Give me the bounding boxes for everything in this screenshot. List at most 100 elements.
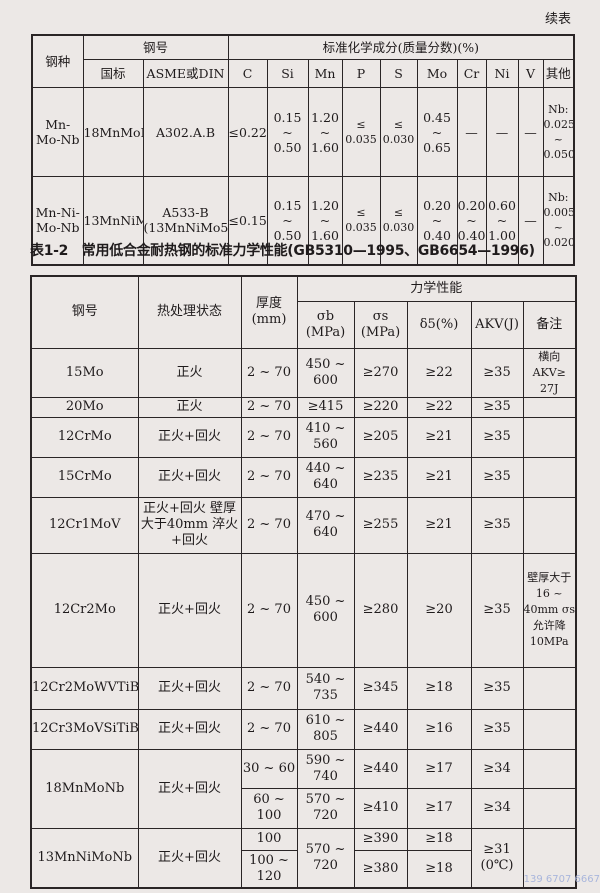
composition-table: 钢种 钢号 标准化学成分(质量分数)(%) 国标 ASME或DIN C Si M… [31, 34, 576, 266]
header-grade-type: 钢种 [31, 34, 84, 88]
cell-remark [522, 787, 577, 829]
cell-sigma-s: ≥410 [353, 787, 408, 829]
cell-akv: ≥31 (0℃) [470, 827, 524, 889]
cell-cr: — [456, 87, 487, 177]
cell-remark: 横向 AKV≥ 27J [522, 347, 577, 398]
table-row: 13MnNiMoNb 正火+回火 100 570 ~ 720 ≥390 ≥18 … [30, 827, 577, 889]
cell-thickness: 2 ~ 70 [240, 708, 298, 750]
cell-remark [522, 748, 577, 789]
cell-national: 18MnMoNb [82, 87, 144, 177]
cell-thickness: 30 ~ 60 [240, 748, 298, 789]
cell-steel: 15CrMo [30, 456, 139, 498]
cell-steel: 18MnMoNb [30, 748, 139, 829]
cell-mn: 1.20 ~ 1.60 [307, 87, 343, 177]
cell-thickness: 100 ~ 120 [240, 849, 298, 889]
table-row: 12Cr1MoV 正火+回火 壁厚大于40mm 淬火+回火 2 ~ 70 470 ~ … [30, 496, 577, 554]
cell-sigma-b: 450 ~ 600 [296, 552, 355, 668]
cell-akv: ≥35 [470, 666, 524, 710]
cell-delta: ≥20 [406, 552, 472, 668]
cell-sigma-b: ≥415 [296, 396, 355, 418]
cell-delta: ≥17 [406, 787, 472, 829]
cell-steel: 12CrMo [30, 416, 139, 458]
header-remark: 备注 [522, 300, 577, 349]
continued-label: 续表 [545, 12, 572, 27]
header-mechanical: 力学性能 [296, 275, 577, 302]
cell-delta: ≥22 [406, 347, 472, 398]
cell-sigma-b: 590 ~ 740 [296, 748, 355, 789]
cell-c: ≤0.22 [227, 87, 268, 177]
cell-delta: ≥21 [406, 456, 472, 498]
cell-thickness: 60 ~ 100 [240, 787, 298, 829]
cell-asme: A302.A.B [142, 87, 229, 177]
cell-sigma-s: ≥380 [353, 849, 408, 889]
cell-akv: ≥34 [470, 787, 524, 829]
cell-steel: 13MnNiMoNb [30, 827, 139, 889]
cell-type: Mn-Mo-Nb [31, 87, 84, 177]
cell-steel: 20Mo [30, 396, 139, 418]
cell-remark [522, 708, 577, 750]
cell-sigma-b: 450 ~ 600 [296, 347, 355, 398]
cell-sigma-s: ≥205 [353, 416, 408, 458]
cell-akv: ≥35 [470, 708, 524, 750]
cell-thickness: 2 ~ 70 [240, 666, 298, 710]
cell-sigma-s: ≥345 [353, 666, 408, 710]
cell-sigma-s: ≥255 [353, 496, 408, 554]
header-sigma-b: σb (MPa) [296, 300, 355, 349]
cell-sigma-b: 440 ~ 640 [296, 456, 355, 498]
cell-delta: ≥17 [406, 748, 472, 789]
cell-delta: ≥21 [406, 416, 472, 458]
cell-si: 0.15 ~ 0.50 [266, 87, 309, 177]
cell-sigma-b: 610 ~ 805 [296, 708, 355, 750]
cell-heat-treatment: 正火 [137, 396, 242, 418]
table-row: 20Mo 正火 2 ~ 70 ≥415 ≥220 ≥22 ≥35 [30, 396, 577, 418]
header-mn: Mn [307, 59, 343, 88]
cell-thickness: 2 ~ 70 [240, 347, 298, 398]
cell-sigma-s: ≥220 [353, 396, 408, 418]
cell-p: ≤ 0.035 [341, 176, 381, 265]
cell-akv: ≥35 [470, 496, 524, 554]
table-row: 15CrMo 正火+回火 2 ~ 70 440 ~ 640 ≥235 ≥21 ≥35 [30, 456, 577, 498]
cell-other: Nb: 0.005 ~ 0.020 [542, 176, 575, 265]
header-steel-no: 钢号 [82, 34, 229, 60]
table-row: 15Mo 正火 2 ~ 70 450 ~ 600 ≥270 ≥22 ≥35 横向 AKV≥ 2… [30, 347, 577, 398]
header-delta: δ5(%) [406, 300, 472, 349]
cell-heat-treatment: 正火+回火 [137, 416, 242, 458]
cell-delta: ≥18 [406, 666, 472, 710]
cell-akv: ≥35 [470, 456, 524, 498]
header-v: V [517, 59, 544, 88]
header-c: C [227, 59, 268, 88]
cell-thickness: 2 ~ 70 [240, 456, 298, 498]
cell-steel: 12Cr3MoVSiTiB [30, 708, 139, 750]
cell-sigma-b: 570 ~ 720 [296, 787, 355, 829]
cell-heat-treatment: 正火+回火 [137, 666, 242, 710]
table-row: 60 ~ 100 570 ~ 720 ≥410 ≥17 ≥34 [31, 787, 577, 829]
cell-heat-treatment: 正火 [137, 347, 242, 398]
cell-heat-treatment: 正火+回火 [137, 708, 242, 750]
cell-cr: 0.20 ~ 0.40 [456, 176, 487, 265]
cell-akv: ≥35 [470, 552, 524, 668]
cell-national: 13MnNiMoNb [82, 176, 144, 265]
cell-sigma-s: ≥390 [353, 827, 408, 851]
header-thickness: 厚度 (mm) [240, 275, 298, 349]
cell-sigma-b: 570 ~ 720 [296, 827, 355, 889]
cell-type: Mn-Ni-Mo-Nb [31, 176, 84, 265]
cell-remark: 壁厚大于16 ~ 40mm σs允许降 10MPa [522, 552, 577, 668]
table-caption: 表1-2 常用低合金耐热钢的标准力学性能(GB5310—1995、GB6654—… [30, 243, 535, 259]
table-row: 12Cr2MoWVTiB 正火+回火 2 ~ 70 540 ~ 735 ≥345 ≥18 ≥… [30, 666, 577, 710]
cell-v: — [517, 176, 544, 265]
table-row: Mn-Mo-Nb 18MnMoNb A302.A.B ≤0.22 0.15 ~ … [31, 87, 575, 177]
cell-sigma-s: ≥235 [353, 456, 408, 498]
cell-heat-treatment: 正火+回火 [137, 552, 242, 668]
cell-thickness: 2 ~ 70 [240, 416, 298, 458]
cell-steel: 15Mo [30, 347, 139, 398]
cell-sigma-s: ≥440 [353, 748, 408, 789]
cell-remark [522, 396, 577, 418]
cell-remark [522, 827, 577, 889]
cell-sigma-s: ≥440 [353, 708, 408, 750]
header-s: S [379, 59, 418, 88]
header-cr: Cr [456, 59, 487, 88]
cell-akv: ≥35 [470, 396, 524, 418]
cell-other: Nb: 0.025 ~ 0.050 [542, 87, 575, 177]
header-sigma-s: σs (MPa) [353, 300, 408, 349]
cell-delta: ≥16 [406, 708, 472, 750]
